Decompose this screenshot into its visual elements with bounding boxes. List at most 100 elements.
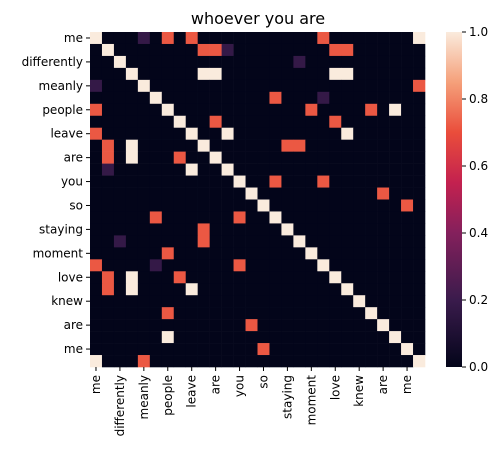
heatmap-cell xyxy=(245,55,258,69)
heatmap-cell xyxy=(377,43,390,57)
heatmap-cell xyxy=(293,163,306,176)
heatmap-cell xyxy=(317,127,330,140)
y-tick-label: knew xyxy=(51,294,83,308)
heatmap-cell xyxy=(90,43,103,57)
heatmap-cell xyxy=(197,343,210,356)
heatmap-cell xyxy=(257,319,270,332)
heatmap-cell xyxy=(125,163,139,176)
heatmap-cell xyxy=(90,319,103,332)
heatmap-cell xyxy=(317,55,330,69)
heatmap-cell xyxy=(233,235,246,248)
heatmap-cell xyxy=(305,343,318,356)
heatmap-cell xyxy=(401,307,414,320)
heatmap-cell xyxy=(149,127,163,140)
heatmap-cell xyxy=(161,79,175,93)
heatmap-cell xyxy=(245,127,258,140)
heatmap-cell xyxy=(341,283,354,296)
heatmap-cell xyxy=(365,235,378,248)
heatmap-cell xyxy=(293,271,306,284)
heatmap-cell xyxy=(173,295,187,308)
heatmap-cell xyxy=(341,355,354,368)
heatmap-cell xyxy=(245,67,258,81)
heatmap-cell xyxy=(317,319,330,332)
heatmap-cell xyxy=(341,32,354,45)
heatmap-cell xyxy=(101,307,115,320)
heatmap-cell xyxy=(269,199,282,212)
heatmap-cell xyxy=(305,67,318,81)
heatmap-cell xyxy=(90,115,103,129)
heatmap-cell xyxy=(329,79,342,93)
heatmap-cell xyxy=(185,235,198,248)
heatmap-cell xyxy=(209,79,222,93)
heatmap-cell xyxy=(317,271,330,284)
heatmap-cell xyxy=(245,295,258,308)
heatmap-cell xyxy=(269,211,282,224)
heatmap-cell xyxy=(197,151,210,164)
heatmap-cell xyxy=(329,295,342,308)
heatmap-cell xyxy=(161,43,175,57)
heatmap-cell xyxy=(209,163,222,176)
heatmap-cell xyxy=(377,343,390,356)
heatmap-cell xyxy=(125,307,139,320)
heatmap-cell xyxy=(269,247,282,260)
heatmap-cell xyxy=(329,55,342,69)
heatmap-cell xyxy=(401,67,414,81)
heatmap-cell xyxy=(389,32,402,45)
heatmap-cell xyxy=(173,139,187,152)
heatmap-cell xyxy=(293,55,306,69)
heatmap-cell xyxy=(113,247,127,260)
heatmap-cell xyxy=(209,199,222,212)
heatmap-cell xyxy=(401,79,414,93)
heatmap-cell xyxy=(353,283,366,296)
heatmap-cell xyxy=(173,343,187,356)
heatmap-cell xyxy=(245,259,258,272)
heatmap-cell xyxy=(317,139,330,152)
heatmap-cell xyxy=(161,259,175,272)
heatmap-cell xyxy=(353,295,366,308)
heatmap-cell xyxy=(185,43,198,57)
heatmap-cell xyxy=(365,343,378,356)
heatmap-cell xyxy=(161,331,175,344)
heatmap-cell xyxy=(149,55,163,69)
heatmap-cell xyxy=(389,187,402,200)
heatmap-cell xyxy=(293,67,306,81)
heatmap-cell xyxy=(185,271,198,284)
heatmap-cell xyxy=(113,127,127,140)
heatmap-cell xyxy=(101,67,115,81)
heatmap-cell xyxy=(389,331,402,344)
heatmap-cell xyxy=(281,355,294,368)
heatmap-cell xyxy=(173,32,187,45)
heatmap-cell xyxy=(401,295,414,308)
heatmap-cell xyxy=(245,91,258,105)
heatmap-cell xyxy=(257,187,270,200)
heatmap-cell xyxy=(233,127,246,140)
heatmap-cell xyxy=(197,355,210,368)
heatmap-cell xyxy=(149,103,163,117)
heatmap-cell xyxy=(149,247,163,260)
chart-title: whoever you are xyxy=(191,9,325,28)
heatmap-cell xyxy=(305,319,318,332)
heatmap-cell xyxy=(401,199,414,212)
heatmap-cell xyxy=(173,91,187,105)
heatmap-cell xyxy=(113,223,127,236)
heatmap-cell xyxy=(341,295,354,308)
heatmap-cell xyxy=(401,211,414,224)
heatmap-cell xyxy=(257,151,270,164)
heatmap-cell xyxy=(90,295,103,308)
heatmap-cell xyxy=(173,103,187,117)
heatmap-cell xyxy=(329,271,342,284)
heatmap-cell xyxy=(341,247,354,260)
heatmap-cell xyxy=(413,67,426,81)
heatmap-cell xyxy=(413,79,426,93)
heatmap-cell xyxy=(353,223,366,236)
heatmap-cell xyxy=(149,91,163,105)
heatmap-cell xyxy=(161,151,175,164)
heatmap-cell xyxy=(413,307,426,320)
heatmap-cell xyxy=(185,151,198,164)
heatmap-cell xyxy=(353,199,366,212)
heatmap-cell xyxy=(257,223,270,236)
heatmap-cell xyxy=(365,211,378,224)
heatmap-cell xyxy=(245,151,258,164)
heatmap-cell xyxy=(137,43,151,57)
heatmap-cell xyxy=(377,187,390,200)
